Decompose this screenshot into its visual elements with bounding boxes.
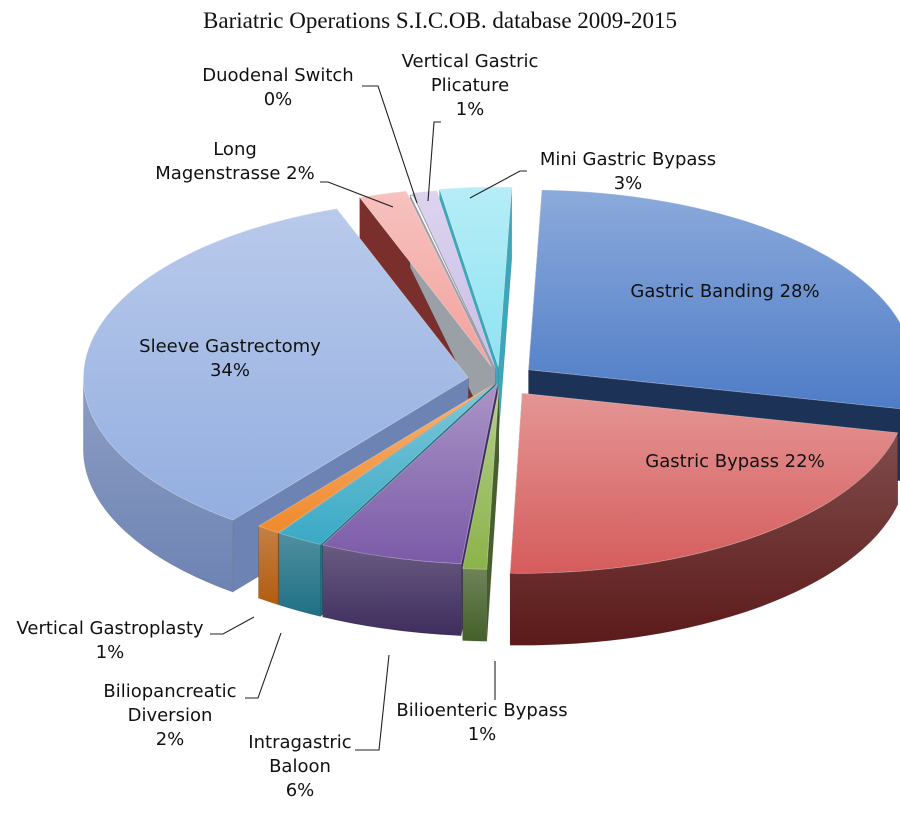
- biliopancreatic-diversion-label-line: Diversion: [128, 705, 213, 726]
- gastric-banding-label: Gastric Banding 28%: [630, 281, 819, 302]
- slice-gastric-bypass: [509, 392, 899, 574]
- slice-biliopancreatic-diversion: [277, 383, 496, 545]
- mini-gastric-bypass-leader-line: [469, 170, 527, 199]
- biliopancreatic-diversion-label-line: 2%: [156, 729, 185, 750]
- slice-tops: [82, 186, 900, 574]
- slice-duodenal-switch: [409, 194, 496, 372]
- vertical-gastroplasty-label: Vertical Gastroplasty 1%: [16, 618, 203, 663]
- intragastric-baloon-label-line: Baloon: [269, 756, 331, 777]
- slice-intragastric-baloon: [321, 383, 498, 565]
- mini-gastric-bypass-label-line: 3%: [614, 173, 643, 194]
- gastric-banding-label-line: Gastric Banding 28%: [630, 281, 819, 302]
- intragastric-baloon-label: Intragastric Baloon 6%: [248, 732, 351, 801]
- gastric-bypass-label-line: Gastric Bypass 22%: [645, 451, 824, 472]
- intragastric-baloon-label-line: Intragastric: [248, 732, 351, 753]
- intragastric-baloon-outer-wall: [322, 544, 462, 637]
- duodenal-switch-label-line: 0%: [264, 89, 293, 110]
- duodenal-switch-label-line: Duodenal Switch: [202, 65, 353, 86]
- slice-mini-gastric-bypass: [438, 186, 513, 368]
- slice-vertical-gastroplasty: [257, 383, 495, 534]
- long-magenstrasse-label-line: Long: [213, 139, 257, 160]
- duodenal-switch-label: Duodenal Switch 0%: [202, 65, 353, 110]
- slice-vertical-gastric-plicature: [412, 190, 496, 369]
- bilioenteric-bypass-label-line: 1%: [468, 724, 497, 745]
- vertical-gastric-plicature-label-line: Plicature: [431, 75, 509, 96]
- biliopancreatic-diversion-outer-wall: [278, 532, 321, 617]
- bilioenteric-bypass-outer-wall: [462, 568, 488, 642]
- gastric-bypass-label: Gastric Bypass 22%: [645, 451, 824, 472]
- intragastric-baloon-leader-line: [355, 654, 390, 751]
- vertical-gastroplasty-leader-line: [210, 616, 255, 635]
- biliopancreatic-diversion-label: Biliopancreatic Diversion 2%: [103, 681, 236, 750]
- bilioenteric-bypass-label-line: Bilioenteric Bypass: [396, 700, 567, 721]
- vertical-gastric-plicature-label: Vertical Gastric Plicature 1%: [402, 51, 539, 120]
- long-magenstrasse-label-line: Magenstrasse 2%: [155, 163, 314, 184]
- sleeve-gastrectomy-label-line: Sleeve Gastrectomy: [139, 336, 321, 357]
- slice-sleeve-gastrectomy: [82, 208, 469, 521]
- biliopancreatic-diversion-label-line: Biliopancreatic: [103, 681, 236, 702]
- vertical-gastric-plicature-label-line: 1%: [456, 99, 485, 120]
- slice-bilioenteric-bypass: [462, 389, 500, 570]
- vertical-gastric-plicature-leader-line: [427, 121, 441, 202]
- leader-lines: [210, 85, 527, 751]
- sleeve-gastrectomy-label: Sleeve Gastrectomy 34%: [139, 336, 321, 381]
- vertical-gastroplasty-outer-wall: [258, 525, 279, 606]
- intragastric-baloon-label-line: 6%: [286, 780, 315, 801]
- biliopancreatic-diversion-leader-line: [245, 632, 282, 699]
- slice-long-magenstrasse: [358, 190, 492, 367]
- vertical-gastroplasty-label-line: 1%: [96, 642, 125, 663]
- duodenal-switch-leader-line: [362, 85, 418, 204]
- long-magenstrasse-leader-line: [320, 181, 394, 208]
- bilioenteric-bypass-label: Bilioenteric Bypass 1%: [396, 700, 567, 745]
- chart-title: Bariatric Operations S.I.C.OB. database …: [203, 8, 677, 33]
- long-magenstrasse-label: Long Magenstrasse 2%: [155, 139, 314, 184]
- slice-labels: Gastric Banding 28% Gastric Bypass 22% Bil…: [16, 51, 824, 801]
- sleeve-gastrectomy-label-line: 34%: [210, 360, 250, 381]
- mini-gastric-bypass-label: Mini Gastric Bypass 3%: [540, 149, 716, 194]
- vertical-gastroplasty-label-line: Vertical Gastroplasty: [16, 618, 203, 639]
- vertical-gastric-plicature-label-line: Vertical Gastric: [402, 51, 539, 72]
- mini-gastric-bypass-label-line: Mini Gastric Bypass: [540, 149, 716, 170]
- slice-gastric-banding: [528, 189, 900, 410]
